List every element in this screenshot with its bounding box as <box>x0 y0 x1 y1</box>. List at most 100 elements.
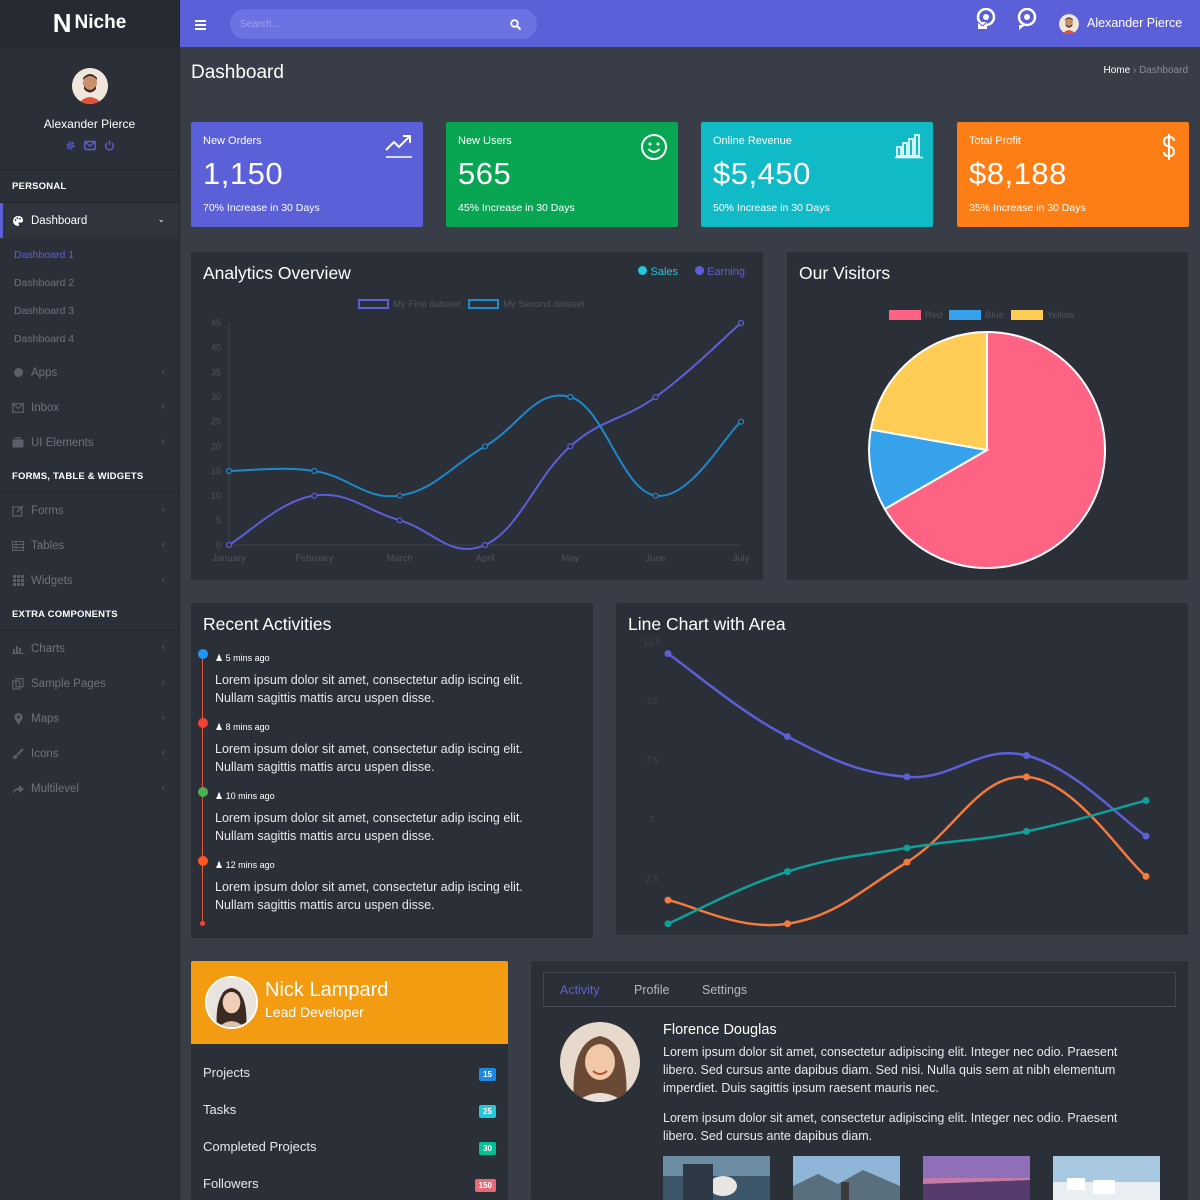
chevron-left-icon: ‹ <box>161 574 165 585</box>
sidebar-sub-dashboard-2[interactable]: Dashboard 2 <box>14 277 75 289</box>
data-point <box>903 773 911 781</box>
sidebar-item-apps[interactable]: Apps ‹ <box>0 355 179 390</box>
activity-item: ♟ 12 mins ago Lorem ipsum dolor sit amet… <box>215 856 555 914</box>
analytics-overview-card: Analytics Overview Sales Earning My Firs… <box>191 252 763 580</box>
earning-legend-label: Earning <box>707 266 745 278</box>
profile-stat-tasks[interactable]: Tasks 25 <box>203 1102 496 1122</box>
sales-legend-item[interactable]: Sales <box>638 266 678 278</box>
sidebar-item-icons[interactable]: Icons ‹ <box>0 736 179 771</box>
sales-dot-icon <box>638 266 648 275</box>
analytics-chart: 0 5 10 15 20 25 30 35 40 45 January February March Ap… <box>211 318 750 564</box>
tab-settings[interactable]: Settings <box>702 983 748 997</box>
red-swatch <box>889 310 921 321</box>
sidebar-item-dashboard[interactable]: Dashboard ⌄ <box>0 203 179 238</box>
breadcrumb-home[interactable]: Home <box>1103 65 1131 76</box>
visitors-title: Our Visitors <box>799 263 891 283</box>
sidebar-item-forms[interactable]: Forms ‹ <box>0 493 179 528</box>
power-icon[interactable] <box>104 138 115 156</box>
stat-title: Online Revenue <box>713 135 792 147</box>
stat-note: 50% Increase in 30 Days <box>713 202 830 214</box>
pie-slice-blue <box>868 428 990 511</box>
sidebar-user-name: Alexander Pierce <box>43 117 136 131</box>
stat-note: 35% Increase in 30 Days <box>969 202 1086 214</box>
y-tick-label: 30 <box>211 392 221 402</box>
analytics-legend: Sales Earning <box>638 266 745 278</box>
chevron-left-icon: ‹ <box>161 747 165 758</box>
sidebar-sub-dashboard-3[interactable]: Dashboard 3 <box>14 305 75 317</box>
stat-card-total-profit: Total Profit $8,188 35% Increase in 30 D… <box>957 122 1189 227</box>
share-icon <box>12 783 24 795</box>
stat-value: 565 <box>458 156 512 191</box>
envelope-icon[interactable] <box>83 138 96 156</box>
earning-legend-item[interactable]: Earning <box>695 266 745 278</box>
sidebar-sub-dashboard-1[interactable]: Dashboard 1 <box>14 249 75 261</box>
sidebar-item-multilevel[interactable]: Multilevel ‹ <box>0 771 179 806</box>
breadcrumb: Home › Dashboard <box>1103 65 1188 76</box>
data-point <box>1142 797 1150 805</box>
sidebar-item-tables[interactable]: Tables ‹ <box>0 528 179 563</box>
post-author-name[interactable]: Florence Douglas <box>663 1022 777 1038</box>
sidebar-sub-dashboard-4[interactable]: Dashboard 4 <box>14 333 75 345</box>
topbar-user-name[interactable]: Alexander Pierce <box>1087 16 1183 30</box>
y-tick-label: 10 <box>647 696 657 706</box>
timeline-dot <box>198 718 208 728</box>
sidebar-item-label: Icons <box>31 747 59 760</box>
tab-activity[interactable]: Activity <box>560 983 600 997</box>
data-point <box>1023 827 1030 835</box>
post-image-4[interactable] <box>1053 1156 1160 1200</box>
timeline-dot <box>198 649 208 659</box>
visitors-legend-item[interactable]: Red <box>889 310 942 321</box>
visitors-legend-item[interactable]: Blue <box>949 310 1004 321</box>
activity-text: Lorem ipsum dolor sit amet, consectetur … <box>215 880 523 912</box>
blue-label: Blue <box>985 310 1005 321</box>
data-point <box>652 492 659 499</box>
gear-icon[interactable] <box>65 138 76 156</box>
search-input[interactable] <box>230 9 537 39</box>
y-tick-label: 0 <box>216 540 221 550</box>
sidebar-user-avatar[interactable] <box>71 68 108 104</box>
brand-logo[interactable]: N Niche <box>0 0 179 47</box>
search-icon[interactable] <box>510 17 522 35</box>
activity-time-text: 8 mins ago <box>225 722 270 732</box>
dataset-legend-item[interactable]: My Second dataset <box>468 299 585 310</box>
sidebar-item-widgets[interactable]: Widgets ‹ <box>0 563 179 598</box>
sidebar-item-charts[interactable]: Charts ‹ <box>0 631 179 666</box>
pie-slice-yellow <box>869 330 988 452</box>
y-tick-label: 20 <box>211 441 221 451</box>
post-image-3[interactable] <box>923 1156 1030 1200</box>
sidebar-item-ui-elements[interactable]: UI Elements ‹ <box>0 425 179 460</box>
message-notification-icon[interactable] <box>1016 7 1038 37</box>
stat-card-new-users: New Users 565 45% Increase in 30 Days <box>446 122 678 227</box>
profile-stat-followers[interactable]: Followers 150 <box>203 1176 496 1196</box>
tab-profile[interactable]: Profile <box>634 983 670 997</box>
profile-card: Nick Lampard Lead Developer Projects 15 … <box>191 961 508 1200</box>
activity-item: ♟ 10 mins ago Lorem ipsum dolor sit amet… <box>215 787 555 845</box>
sidebar-item-label: Sample Pages <box>31 677 106 690</box>
sidebar-item-inbox[interactable]: Inbox ‹ <box>0 390 179 425</box>
profile-stat-badge: 30 <box>479 1142 496 1155</box>
profile-stat-projects[interactable]: Projects 15 <box>203 1065 496 1085</box>
y-tick-label: 5 <box>649 815 654 825</box>
data-point <box>225 467 233 475</box>
dataset-legend-item[interactable]: My First dataset <box>358 299 461 310</box>
activity-time: ♟ 8 mins ago <box>215 718 555 736</box>
x-tick-label: June <box>645 553 666 564</box>
map-pin-icon <box>12 712 24 725</box>
visitors-legend-item[interactable]: Yellow <box>1010 310 1074 321</box>
post-image-2[interactable] <box>793 1156 900 1200</box>
sidebar-item-label: Tables <box>31 539 65 552</box>
chevron-left-icon: ‹ <box>161 436 165 447</box>
sidebar-item-dashboard-label: Dashboard <box>31 214 88 227</box>
menu-toggle-icon[interactable] <box>195 17 206 35</box>
profile-avatar[interactable] <box>205 976 258 1029</box>
email-notification-icon[interactable] <box>975 7 997 37</box>
sidebar-item-maps[interactable]: Maps ‹ <box>0 701 179 736</box>
bar-chart-icon <box>12 643 24 655</box>
profile-stat-completed-projects[interactable]: Completed Projects 30 <box>203 1139 496 1159</box>
post-image-1[interactable] <box>663 1156 770 1200</box>
post-author-avatar[interactable] <box>560 1022 640 1102</box>
brand-mark: N <box>52 8 72 38</box>
topbar-user-avatar[interactable] <box>1059 14 1079 34</box>
data-point <box>1142 872 1150 880</box>
sidebar-item-sample-pages[interactable]: Sample Pages ‹ <box>0 666 179 701</box>
